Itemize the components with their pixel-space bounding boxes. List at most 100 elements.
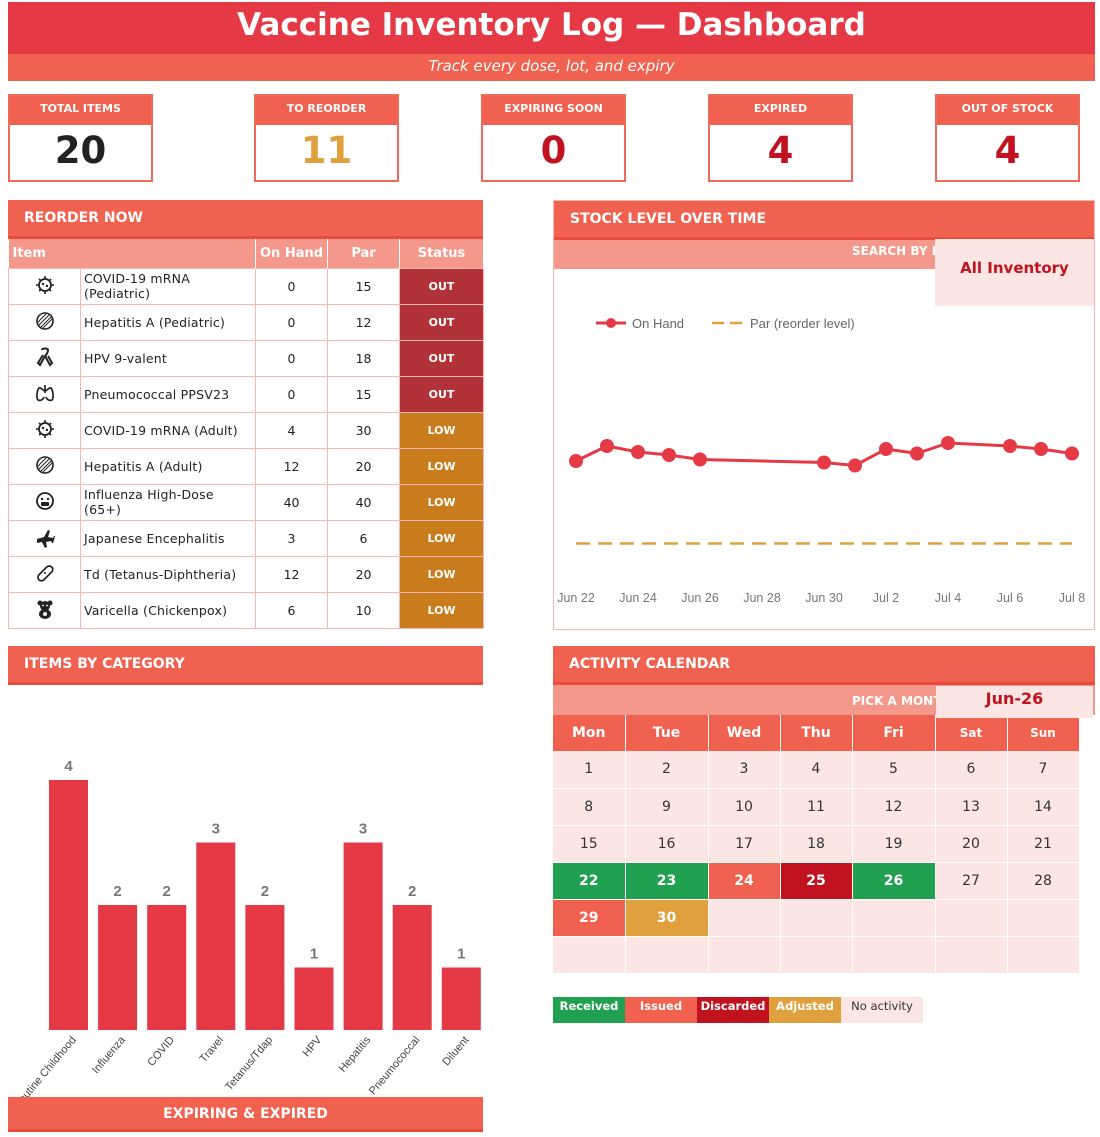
calendar-day[interactable]: 10 (708, 788, 781, 826)
category-tick-label: Influenza (90, 1034, 128, 1077)
category-bar (196, 842, 236, 1030)
calendar-day[interactable]: 8 (553, 788, 626, 826)
category-tick-label: HPV (301, 1034, 325, 1060)
reorder-row[interactable]: Td (Tetanus-Diphtheria) 12 20 LOW (8, 555, 485, 593)
calendar-day[interactable]: 13 (935, 788, 1008, 826)
airplane-icon (34, 526, 56, 548)
item-name: Varicella (Chickenpox) (79, 591, 257, 629)
status-badge: OUT (399, 303, 485, 341)
month-picker[interactable]: Jun-26 (936, 686, 1093, 718)
col-par[interactable]: Par (327, 239, 401, 268)
calendar-day[interactable]: 6 (935, 751, 1008, 789)
item-on-hand: 12 (255, 447, 329, 485)
calendar-day[interactable]: 15 (553, 825, 626, 863)
item-on-hand: 4 (255, 411, 329, 449)
reorder-row[interactable]: COVID-19 mRNA (Pediatric) 0 15 OUT (8, 267, 485, 305)
col-on-hand[interactable]: On Hand (255, 239, 329, 268)
item-name: HPV 9-valent (79, 339, 257, 377)
calendar-day[interactable]: 27 (935, 862, 1008, 900)
calendar-day[interactable]: 22 (553, 862, 626, 900)
calendar-day[interactable]: 23 (625, 862, 709, 900)
status-badge: LOW (399, 591, 485, 629)
legend-on-hand-marker (606, 318, 616, 328)
category-bar (343, 842, 383, 1030)
status-badge: LOW (399, 555, 485, 593)
calendar-day[interactable]: 11 (780, 788, 853, 826)
item-on-hand: 0 (255, 267, 329, 305)
calendar-day[interactable]: 17 (708, 825, 781, 863)
calendar-day[interactable]: 29 (553, 899, 626, 937)
calendar-day[interactable]: 20 (935, 825, 1008, 863)
on-hand-point (941, 436, 955, 450)
stock-legend: On Hand Par (reorder level) (596, 316, 855, 331)
item-on-hand: 6 (255, 591, 329, 629)
category-tick-label: Pneumococcal (367, 1034, 423, 1097)
calendar-day[interactable]: 18 (780, 825, 853, 863)
reorder-row[interactable]: Japanese Encephalitis 3 6 LOW (8, 519, 485, 557)
reorder-row[interactable]: COVID-19 mRNA (Adult) 4 30 LOW (8, 411, 485, 449)
item-name: Influenza High-Dose (65+) (79, 483, 257, 521)
calendar-week (553, 936, 1080, 974)
calendar-day[interactable]: 21 (1007, 825, 1080, 863)
item-par: 20 (327, 447, 401, 485)
reorder-panel: REORDER NOW Item On Hand Par Status COVI… (8, 200, 485, 629)
calendar-day[interactable]: 12 (852, 788, 936, 826)
legend-label: On Hand (632, 316, 684, 331)
calendar-day[interactable]: 14 (1007, 788, 1080, 826)
reorder-row[interactable]: Hepatitis A (Adult) 12 20 LOW (8, 447, 485, 485)
weekday-header: Sat (935, 715, 1008, 751)
item-icon-cell (8, 339, 81, 377)
item-par: 10 (327, 591, 401, 629)
on-hand-point (1034, 442, 1048, 456)
calendar-day[interactable]: 7 (1007, 751, 1080, 789)
calendar-day[interactable]: 19 (852, 825, 936, 863)
calendar-day[interactable]: 26 (852, 862, 936, 900)
calendar-day (625, 936, 709, 974)
on-hand-point (569, 454, 583, 468)
calendar-day[interactable]: 24 (708, 862, 781, 900)
kpi-expiring-soon: EXPIRING SOON 0 (481, 94, 626, 182)
on-hand-point (693, 452, 707, 467)
calendar-day[interactable]: 25 (780, 862, 853, 900)
calendar-day (780, 936, 853, 974)
calendar-panel: ACTIVITY CALENDAR PICK A MONT Jun-26 Mon… (553, 646, 1095, 974)
item-on-hand: 0 (255, 339, 329, 377)
legend-item: Discarded (697, 997, 769, 1023)
calendar-day[interactable]: 3 (708, 751, 781, 789)
legend-item: No activity (841, 997, 923, 1023)
col-item[interactable]: Item (8, 239, 257, 268)
item-name: Japanese Encephalitis (79, 519, 257, 557)
item-icon-cell (8, 447, 81, 485)
reorder-row[interactable]: Varicella (Chickenpox) 6 10 LOW (8, 591, 485, 629)
calendar-day[interactable]: 5 (852, 751, 936, 789)
on-hand-point (1065, 446, 1079, 461)
col-status[interactable]: Status (399, 239, 485, 268)
sick-face-icon (34, 490, 56, 512)
reorder-row[interactable]: HPV 9-valent 0 18 OUT (8, 339, 485, 377)
item-par: 20 (327, 555, 401, 593)
calendar-day[interactable]: 2 (625, 751, 709, 789)
item-par: 40 (327, 483, 401, 521)
calendar-day[interactable]: 16 (625, 825, 709, 863)
item-name: Hepatitis A (Adult) (79, 447, 257, 485)
item-icon-cell (8, 591, 81, 629)
kpi-label: OUT OF STOCK (937, 96, 1078, 125)
calendar-day[interactable]: 4 (780, 751, 853, 789)
category-bar (147, 905, 187, 1030)
inventory-filter-dropdown[interactable]: All Inventory (935, 239, 1094, 306)
category-tick-label: Diluent (440, 1034, 471, 1068)
calendar-day[interactable]: 9 (625, 788, 709, 826)
legend-item: Received (553, 997, 625, 1023)
legend-label: Par (reorder level) (750, 316, 855, 331)
reorder-row[interactable]: Pneumococcal PPSV23 0 15 OUT (8, 375, 485, 413)
category-bar (49, 780, 88, 1030)
calendar-day[interactable]: 30 (625, 899, 709, 937)
item-icon-cell (8, 303, 81, 341)
on-hand-point (817, 455, 831, 470)
bar-value-label: 1 (310, 946, 318, 963)
reorder-row[interactable]: Influenza High-Dose (65+) 40 40 LOW (8, 483, 485, 521)
category-bar (294, 967, 334, 1030)
calendar-day[interactable]: 1 (553, 751, 626, 789)
calendar-day[interactable]: 28 (1007, 862, 1080, 900)
reorder-row[interactable]: Hepatitis A (Pediatric) 0 12 OUT (8, 303, 485, 341)
